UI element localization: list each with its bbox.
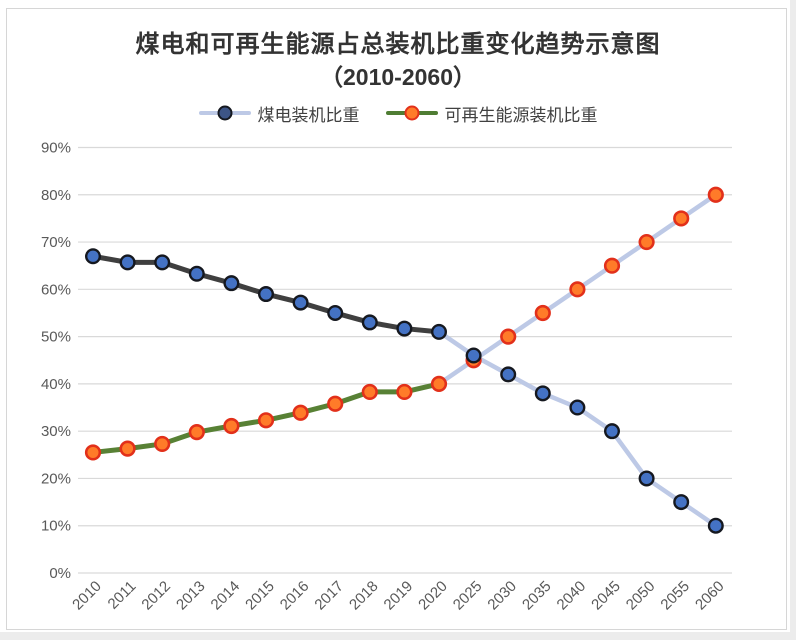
y-tick-label: 80% <box>41 187 71 204</box>
y-tick-label: 70% <box>41 234 71 251</box>
coal-marker <box>431 323 448 340</box>
y-tick-label: 60% <box>41 281 71 298</box>
x-tick-label: 2040 <box>554 578 590 614</box>
coal-marker <box>500 366 517 383</box>
legend-item-renewable: 可再生能源装机比重 <box>385 101 598 126</box>
coal-marker-icon <box>217 105 232 121</box>
coal-marker <box>465 347 482 364</box>
coal-marker <box>119 254 136 271</box>
y-tick-label: 10% <box>41 518 71 535</box>
renewable-marker <box>707 186 724 203</box>
coal-series-swatch-icon <box>198 105 251 121</box>
x-tick-label: 2060 <box>692 578 728 614</box>
renewable-marker-icon <box>404 105 419 121</box>
y-tick-label: 30% <box>41 423 71 440</box>
page-edge-right <box>790 0 796 640</box>
coal-marker <box>154 254 171 271</box>
renewable-marker <box>396 383 413 401</box>
legend-label-renewable: 可再生能源装机比重 <box>444 105 598 125</box>
renewable-marker <box>638 233 655 251</box>
renewable-marker <box>119 440 136 457</box>
x-tick-label: 2025 <box>450 578 486 614</box>
x-tick-label: 2030 <box>484 578 520 614</box>
coal-marker <box>223 275 240 292</box>
renewable-marker <box>673 210 690 227</box>
coal-marker <box>327 304 344 321</box>
y-tick-label: 90% <box>41 139 71 156</box>
renewable-marker <box>84 444 102 461</box>
legend-item-coal: 煤电装机比重 <box>198 101 360 126</box>
coal-marker <box>673 494 690 511</box>
renewable-marker <box>154 435 171 453</box>
renewable-marker <box>603 257 621 274</box>
y-tick-label: 20% <box>41 470 71 487</box>
renewable-marker <box>292 404 309 421</box>
renewable-marker <box>361 383 378 401</box>
coal-marker <box>534 385 551 402</box>
coal-marker <box>638 470 655 487</box>
legend-label-coal: 煤电装机比重 <box>257 105 360 125</box>
renewable-marker <box>188 424 205 441</box>
x-tick-label: 2035 <box>519 578 555 614</box>
x-tick-label: 2050 <box>623 578 659 614</box>
x-tick-label: 2012 <box>138 578 174 614</box>
renewable-marker <box>327 395 344 412</box>
y-tick-label: 50% <box>41 329 71 346</box>
coal-marker <box>707 517 724 534</box>
x-tick-label: 2014 <box>208 578 244 614</box>
coal-marker <box>258 286 275 303</box>
coal-marker <box>361 314 378 331</box>
coal-marker <box>396 320 413 337</box>
chart-subtitle: （2010-2060） <box>320 64 476 90</box>
x-tick-label: 2011 <box>105 578 140 613</box>
x-tick-label: 2015 <box>242 578 278 614</box>
x-tick-label: 2018 <box>346 578 382 614</box>
renewable-marker <box>534 304 551 322</box>
renewable-marker <box>223 417 240 435</box>
renewable-marker <box>430 375 448 392</box>
x-tick-label: 2013 <box>173 578 209 614</box>
coal-marker <box>188 265 205 282</box>
coal-marker <box>604 423 621 440</box>
x-tick-label: 2055 <box>657 578 693 614</box>
y-tick-label: 40% <box>41 376 71 393</box>
x-tick-label: 2017 <box>311 578 347 614</box>
renewable-marker <box>569 281 586 298</box>
renewable-series-swatch-icon <box>385 105 438 121</box>
coal-marker <box>84 248 101 265</box>
chart-title: 煤电和可再生能源占总装机比重变化趋势示意图 <box>135 31 661 58</box>
legend: 煤电装机比重 可再生能源装机比重 <box>0 101 796 126</box>
page-edge-bottom <box>0 632 796 640</box>
renewable-marker <box>500 328 517 345</box>
coal-marker <box>292 294 309 311</box>
x-tick-label: 2019 <box>381 578 417 614</box>
x-tick-label: 2016 <box>277 578 313 614</box>
renewable-marker <box>257 412 275 429</box>
y-tick-label: 0% <box>49 565 71 582</box>
x-tick-label: 2010 <box>69 578 105 614</box>
x-tick-label: 2045 <box>588 578 624 614</box>
x-tick-label: 2020 <box>415 578 451 614</box>
coal-marker <box>569 399 586 416</box>
